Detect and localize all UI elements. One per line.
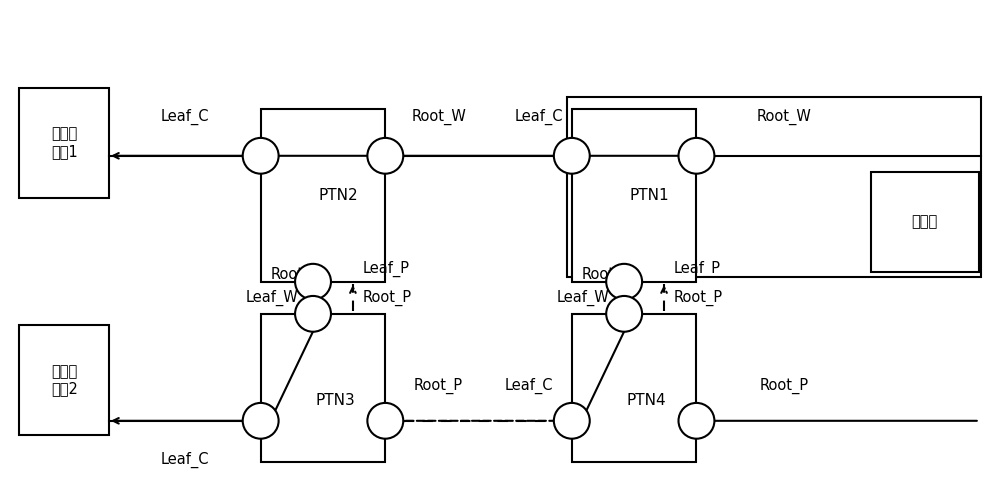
Text: Leaf_C: Leaf_C <box>514 108 563 125</box>
Text: Leaf_W: Leaf_W <box>556 290 609 306</box>
Text: Leaf_C: Leaf_C <box>161 108 209 125</box>
Bar <box>572 109 696 282</box>
Text: PTN2: PTN2 <box>318 188 358 203</box>
Bar <box>19 88 109 198</box>
Ellipse shape <box>606 264 642 300</box>
Ellipse shape <box>679 138 714 174</box>
Ellipse shape <box>243 138 279 174</box>
Bar <box>261 314 385 462</box>
Ellipse shape <box>295 296 331 332</box>
Text: Root_W: Root_W <box>411 108 466 125</box>
Text: PTN1: PTN1 <box>629 188 669 203</box>
Text: 组播客
户端2: 组播客 户端2 <box>51 364 78 396</box>
Bar <box>567 97 981 277</box>
Text: Leaf_C: Leaf_C <box>504 378 553 394</box>
Text: 组播客
户端1: 组播客 户端1 <box>51 127 78 159</box>
Text: Root_W: Root_W <box>756 108 811 125</box>
Text: Root_W: Root_W <box>271 267 326 282</box>
Ellipse shape <box>606 296 642 332</box>
Bar <box>871 172 979 272</box>
Ellipse shape <box>243 403 279 439</box>
Text: Leaf_C: Leaf_C <box>161 452 209 468</box>
Ellipse shape <box>367 138 403 174</box>
Ellipse shape <box>679 403 714 439</box>
Text: PTN4: PTN4 <box>627 392 666 407</box>
Bar <box>261 109 385 282</box>
Text: 组播源: 组播源 <box>912 214 938 229</box>
Ellipse shape <box>554 138 590 174</box>
Ellipse shape <box>295 264 331 300</box>
Bar <box>572 314 696 462</box>
Text: Root_P: Root_P <box>363 290 412 306</box>
Text: Leaf_P: Leaf_P <box>363 261 410 277</box>
Text: Root_W: Root_W <box>582 267 637 282</box>
Text: Root_P: Root_P <box>759 378 808 394</box>
Text: Root_P: Root_P <box>414 378 463 394</box>
Ellipse shape <box>554 403 590 439</box>
Text: Root_P: Root_P <box>674 290 723 306</box>
Text: PTN3: PTN3 <box>316 392 355 407</box>
Text: Leaf_W: Leaf_W <box>245 290 298 306</box>
Ellipse shape <box>367 403 403 439</box>
Text: Leaf_P: Leaf_P <box>674 261 721 277</box>
Bar <box>19 325 109 435</box>
